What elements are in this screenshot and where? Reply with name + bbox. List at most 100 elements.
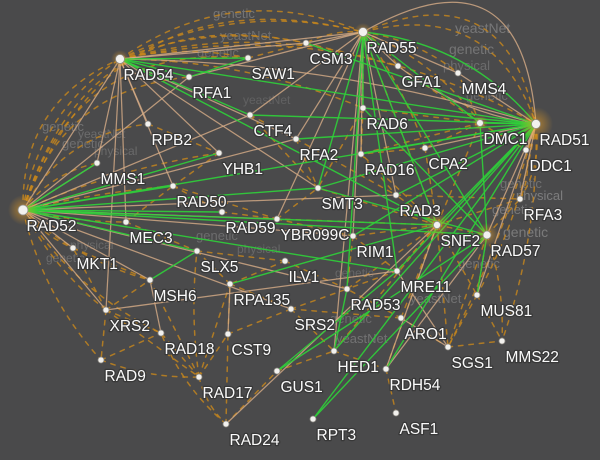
edge-RAD52-SRS2[interactable] [22, 209, 292, 310]
edge-RAD9-RAD18[interactable] [100, 332, 162, 361]
node-RIM1[interactable] [349, 232, 357, 240]
edge-XRS2-RAD17[interactable] [105, 309, 200, 378]
node-SAW1[interactable] [244, 54, 252, 62]
edge-RAD51-CTF4[interactable] [249, 114, 537, 125]
edge-RAD51-RAD16[interactable] [360, 123, 537, 155]
edge-RAD54-CSM3[interactable] [119, 42, 307, 60]
edge-SAW1-CSM3[interactable] [247, 42, 307, 59]
edge-RAD54-RAD52[interactable] [22, 58, 121, 211]
edge-RAD57-RPT3[interactable] [312, 234, 488, 420]
node-CPA2[interactable] [421, 144, 429, 152]
edge-DMC1-DDC1[interactable] [479, 122, 527, 151]
node-MSH6[interactable] [146, 276, 154, 284]
node-RAD53[interactable] [343, 285, 351, 293]
edge-RAD17-MSH6[interactable] [149, 279, 200, 378]
node-CTF4[interactable] [246, 111, 254, 119]
edge-RAD55-HED1[interactable] [333, 31, 364, 352]
edge-RAD52-RPB2[interactable] [22, 123, 149, 211]
edge-RAD55-RFA2[interactable] [295, 31, 364, 140]
edge-HED1-RDH54[interactable] [333, 350, 387, 370]
node-RAD50[interactable] [169, 182, 177, 190]
edge-SNF2-MUS81[interactable] [436, 224, 478, 296]
edge-RAD52-SMT3[interactable] [22, 187, 319, 211]
edge-XRS2-MSH6[interactable] [105, 279, 151, 311]
edge-RAD55-SMT3[interactable] [317, 31, 364, 189]
edge-MEC3-SLX5[interactable] [125, 221, 198, 252]
node-RAD16[interactable] [357, 150, 365, 158]
edge-RAD55-MRE11[interactable] [362, 31, 398, 272]
node-RFA2[interactable] [292, 135, 300, 143]
edge-RAD55-CTF4[interactable] [249, 31, 364, 116]
edge-RAD52-RFA1[interactable] [22, 76, 190, 211]
edge-GUS1-MRE11[interactable] [276, 270, 398, 372]
edge-RAD52-RAD3[interactable] [22, 194, 397, 211]
node-MMS1[interactable] [93, 159, 101, 167]
edge-RPB2-YHB1[interactable] [147, 123, 220, 154]
edge-RFA2-SMT3[interactable] [295, 138, 319, 189]
edge-XRS2-RAD9[interactable] [100, 309, 107, 361]
edge-MSH6-RAD18[interactable] [149, 279, 162, 334]
edge-SLX5-RPA135[interactable] [196, 250, 231, 285]
edge-RAD52-MRE11[interactable] [22, 209, 398, 272]
edge-DMC1-CPA2[interactable] [424, 122, 481, 149]
edge-RAD17-CST9[interactable] [198, 333, 229, 378]
node-ARO1[interactable] [397, 314, 405, 322]
edge-RAD54-RAD55[interactable] [119, 31, 364, 60]
edge-SRS2-HED1[interactable] [290, 308, 335, 352]
edge-RAD54-SAW1[interactable] [119, 57, 249, 60]
edge-RAD57-GUS1[interactable] [276, 234, 488, 372]
edge-RAD51-CSM3[interactable] [305, 42, 537, 125]
node-RPT3[interactable] [309, 415, 317, 423]
node-RAD6[interactable] [359, 104, 367, 112]
edge-RAD52-MKT1[interactable] [22, 209, 74, 249]
edge-CPA2-RAD16[interactable] [360, 147, 426, 155]
edge-SNF2-RAD16[interactable] [360, 153, 438, 226]
node-YHB1[interactable] [215, 149, 223, 157]
edge-RAD57-SMT3[interactable] [317, 187, 488, 236]
edge-RAD54-SNF2[interactable] [119, 58, 438, 226]
edge-RAD51-RDH54[interactable] [385, 123, 537, 370]
node-GFA1[interactable] [394, 62, 402, 70]
node-MUS81[interactable] [473, 291, 481, 299]
edge-DMC1-SNF2[interactable] [436, 122, 481, 226]
edge-RAD52-RAD59[interactable] [22, 209, 223, 213]
edge-RAD54-MEC3[interactable] [119, 58, 127, 223]
node-MMS22[interactable] [498, 337, 506, 345]
edge-XRS2-RAD18[interactable] [105, 309, 162, 334]
edge-YHB1-RAD50[interactable] [172, 152, 220, 187]
edge-SLX5-ILV1[interactable] [196, 250, 286, 262]
edge-RIM1-MRE11[interactable] [352, 235, 398, 272]
node-RAD57[interactable] [482, 230, 492, 240]
edge-RAD55-RAD51[interactable] [362, 14, 537, 125]
edge-MSH6-SLX5[interactable] [149, 250, 198, 281]
node-SLX5[interactable] [193, 247, 201, 255]
edge-RAD52-CSM3[interactable] [22, 34, 307, 211]
edge-RAD55-CPA2[interactable] [362, 31, 426, 149]
node-RPB2[interactable] [144, 120, 152, 128]
edge-RAD52-SNF2[interactable] [22, 209, 438, 226]
edge-RAD54-RAD55[interactable] [119, 20, 364, 60]
node-RAD24[interactable] [222, 420, 230, 428]
edge-RAD52-RIM1[interactable] [22, 209, 354, 237]
edge-RAD51-MMS22[interactable] [501, 123, 537, 342]
edge-SNF2-RAD53[interactable] [346, 224, 438, 290]
edge-SNF2-RAD3[interactable] [395, 194, 438, 226]
edge-RAD51-MUS81[interactable] [476, 123, 537, 296]
edge-RAD59-YBR099C[interactable] [221, 211, 278, 220]
edge-RAD54-RAD51[interactable] [119, 58, 537, 125]
node-MEC3[interactable] [122, 218, 130, 226]
edge-RAD51-SNF2[interactable] [436, 123, 537, 226]
edge-RAD24-RAD18[interactable] [160, 332, 227, 425]
edge-RAD52-CTF4[interactable] [22, 114, 251, 211]
edge-RAD17-RPA135[interactable] [198, 283, 231, 378]
node-RAD55[interactable] [358, 27, 368, 37]
edge-RAD24-CST9[interactable] [225, 333, 229, 425]
node-RAD52[interactable] [17, 204, 29, 216]
edge-RAD55-RAD53[interactable] [346, 31, 364, 290]
edge-DDC1-RFA3[interactable] [519, 149, 529, 200]
edge-RAD55-RAD51[interactable] [362, 1, 537, 125]
edge-RAD17-RAD24[interactable] [198, 376, 227, 425]
edge-RAD57-DMC1[interactable] [479, 122, 488, 236]
edge-YBR099C-RIM1[interactable] [276, 218, 354, 237]
edge-RAD51-RAD57[interactable] [486, 123, 537, 236]
